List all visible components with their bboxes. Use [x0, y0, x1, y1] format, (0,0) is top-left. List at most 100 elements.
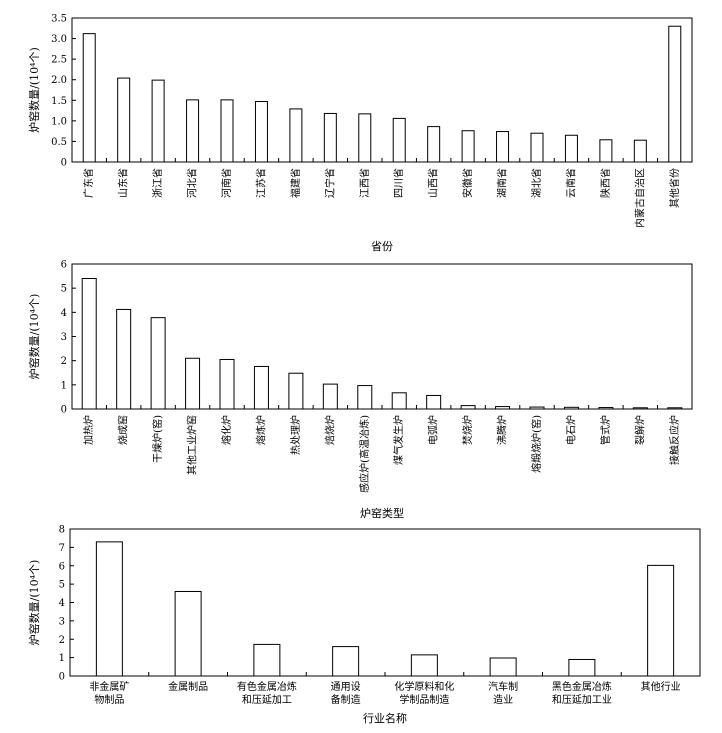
x-tick-label: 安徽省 [461, 168, 474, 198]
x-tick-label: 其他省份 [668, 168, 681, 208]
x-tick-label: 汽车制 [488, 680, 518, 693]
x-tick-label: 熔炼炉 [254, 415, 267, 445]
y-tick-label: 5 [59, 580, 65, 591]
y-tick-label: 1.0 [51, 116, 67, 127]
plot-frame [69, 528, 701, 677]
x-tick-label: 有色金属冶炼 [237, 680, 297, 693]
x-tick-label: 四川省 [392, 168, 405, 198]
bar [323, 112, 337, 163]
x-tick-label: 干燥炉(窑) [151, 415, 164, 463]
x-tick-label: 非金属矿 [89, 680, 129, 693]
x-axis-label: 行业名称 [363, 711, 407, 725]
x-tick-label: 其他工业炉窑 [186, 415, 199, 475]
x-tick-label: 加热炉 [82, 415, 95, 445]
y-tick-label: 1 [59, 653, 65, 664]
bar [288, 372, 304, 410]
x-tick-label: 热处理炉 [289, 415, 302, 455]
bar [496, 131, 510, 163]
x-tick-label: 黑色金属冶炼 [552, 680, 612, 693]
bar [598, 407, 614, 410]
x-axis-label: 炉窑类型 [360, 506, 404, 520]
y-tick-label: 1 [61, 380, 67, 391]
bar [391, 392, 407, 410]
bar [358, 113, 372, 163]
x-tick-label: 河北省 [186, 168, 199, 198]
chart-2: 0 1 2 3 4 5 6 加热炉 烧成窑 干燥炉(窑) 其他工业炉窑 熔化炉 熔炼炉 热处理炉 焙烧炉 感应… [27, 260, 693, 520]
x-tick-label: 湖北省 [530, 168, 543, 198]
bar [174, 590, 202, 677]
bar [185, 357, 201, 410]
x-tick-label: 福建省 [289, 168, 302, 198]
bar [81, 278, 97, 410]
x-tick-label: 裂解炉 [633, 415, 646, 445]
y-tick-label: 0 [61, 405, 67, 416]
x-tick-label: 江苏省 [254, 168, 267, 198]
y-tick-label: 7 [59, 543, 65, 554]
y-tick-label: 3.0 [51, 34, 67, 45]
x-tick-label: 物制品 [94, 693, 124, 706]
bar [530, 132, 544, 163]
x-tick-label: 浙江省 [151, 168, 164, 198]
bar [322, 383, 338, 410]
bar [529, 406, 545, 410]
bar [564, 134, 578, 163]
bar [150, 317, 166, 410]
x-tick-label: 山西省 [427, 168, 440, 198]
y-tick-label: 2.5 [51, 55, 67, 66]
y-tick-label: 0 [61, 158, 67, 169]
x-tick-label: 焙烧炉 [323, 415, 336, 445]
bar [357, 385, 373, 410]
x-tick-label: 云南省 [564, 168, 577, 198]
y-tick-label: 6 [61, 260, 67, 271]
bar [151, 79, 165, 163]
bar [426, 394, 442, 410]
x-tick-label: 广东省 [82, 168, 95, 198]
y-tick-label: 2.0 [51, 75, 67, 86]
bar [186, 99, 200, 163]
x-tick-label: 辽宁省 [323, 168, 336, 198]
bar [219, 358, 235, 410]
bar [254, 101, 268, 163]
x-tick-label: 山东省 [117, 168, 130, 198]
bar [220, 99, 234, 163]
y-tick-label: 0.5 [51, 137, 67, 148]
bar [460, 405, 476, 410]
y-tick-label: 0 [59, 672, 65, 683]
bar [632, 407, 648, 410]
bar [647, 564, 675, 677]
x-tick-label: 煤气发生炉 [392, 415, 405, 465]
bar [332, 646, 360, 677]
bar [117, 77, 131, 163]
y-tick-label: 4 [59, 598, 65, 609]
bar [289, 108, 303, 163]
bar [563, 406, 579, 410]
y-tick-label: 2 [59, 635, 65, 646]
bar [633, 139, 647, 163]
x-tick-label: 熔化炉 [220, 415, 233, 445]
y-tick-label: 3 [61, 332, 67, 343]
bar [82, 33, 96, 163]
y-axis-label: 炉窑数量/(10⁴个) [27, 294, 41, 380]
y-tick-label: 8 [59, 525, 65, 536]
x-tick-label: 接触反应炉 [668, 415, 681, 465]
bar [427, 126, 441, 163]
x-tick-label: 金属制品 [168, 680, 208, 693]
x-tick-label: 湖南省 [496, 168, 509, 198]
y-tick-label: 3.5 [51, 14, 67, 25]
bar [667, 407, 683, 410]
y-tick-label: 3 [59, 616, 65, 627]
x-tick-label: 学制品制造 [399, 693, 449, 706]
bar [253, 365, 269, 410]
bar [116, 308, 132, 410]
x-tick-label: 焚烧炉 [461, 415, 474, 445]
plot-frame [71, 17, 693, 163]
bar [253, 643, 281, 677]
y-axis-label: 炉窑数量/(10⁴个) [27, 560, 41, 646]
x-tick-label: 感应炉(高温冶炼) [358, 415, 371, 493]
bar [461, 130, 475, 163]
y-tick-label: 1.5 [51, 96, 67, 107]
x-tick-label: 陕西省 [599, 168, 612, 198]
x-tick-label: 内蒙古自治区 [633, 168, 646, 228]
